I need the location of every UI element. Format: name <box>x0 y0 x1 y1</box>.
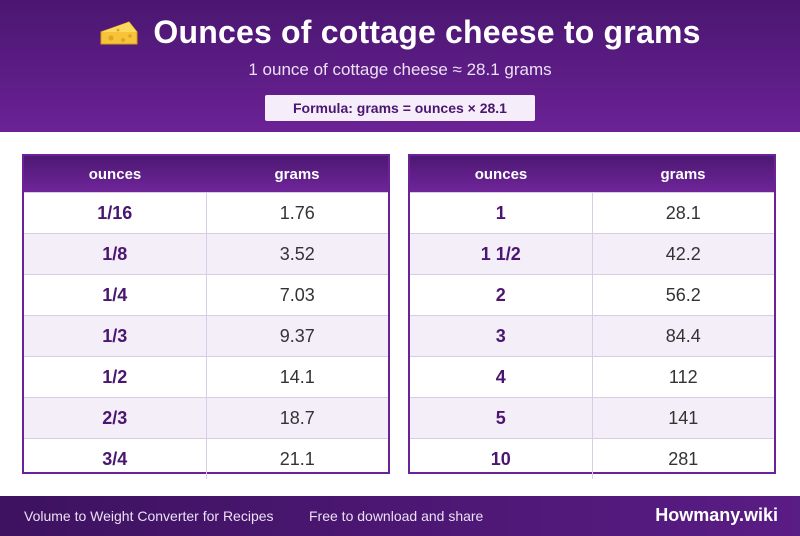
table: ounces grams 1 28.1 1 1/2 42.2 2 56.2 3 84.4… <box>410 156 774 479</box>
header: Ounces of cottage cheese to grams 1 ounc… <box>0 0 800 132</box>
table-row: 1/3 9.37 <box>24 315 388 357</box>
ounces-cell: 1 <box>410 192 593 234</box>
table-row: 1/16 1.76 <box>24 192 388 234</box>
table-header-row: ounces grams <box>410 156 774 193</box>
grams-cell: 281 <box>592 438 774 479</box>
grams-cell: 21.1 <box>206 438 388 479</box>
ounces-cell: 1 1/2 <box>410 233 593 275</box>
grams-cell: 56.2 <box>592 274 774 316</box>
ounces-cell: 5 <box>410 397 593 439</box>
ounces-cell: 3 <box>410 315 593 357</box>
column-header-grams: grams <box>592 156 774 193</box>
grams-cell: 28.1 <box>592 192 774 234</box>
cheese-icon <box>99 18 139 48</box>
ounces-cell: 10 <box>410 438 593 479</box>
table-row: 1/4 7.03 <box>24 274 388 316</box>
table-row: 2 56.2 <box>410 274 774 316</box>
table-row: 1 1/2 42.2 <box>410 233 774 275</box>
footer: Volume to Weight Converter for Recipes F… <box>0 496 800 536</box>
ounces-cell: 2/3 <box>24 397 207 439</box>
table-row: 1/8 3.52 <box>24 233 388 275</box>
table-row: 4 112 <box>410 356 774 398</box>
column-header-grams: grams <box>206 156 388 193</box>
table-row: 3/4 21.1 <box>24 438 388 479</box>
table-row: 10 281 <box>410 438 774 479</box>
grams-cell: 3.52 <box>206 233 388 275</box>
table-row: 5 141 <box>410 397 774 439</box>
table: ounces grams 1/16 1.76 1/8 3.52 1/4 7.03 1/… <box>24 156 388 479</box>
table-row: 1 28.1 <box>410 192 774 234</box>
grams-cell: 1.76 <box>206 192 388 234</box>
grams-cell: 14.1 <box>206 356 388 398</box>
ounces-cell: 1/4 <box>24 274 207 316</box>
grams-cell: 112 <box>592 356 774 398</box>
table-row: 3 84.4 <box>410 315 774 357</box>
title-row: Ounces of cottage cheese to grams <box>0 14 800 51</box>
column-header-ounces: ounces <box>410 156 592 193</box>
ounces-cell: 4 <box>410 356 593 398</box>
table-row: 1/2 14.1 <box>24 356 388 398</box>
grams-cell: 84.4 <box>592 315 774 357</box>
grams-cell: 7.03 <box>206 274 388 316</box>
ounces-cell: 3/4 <box>24 438 207 479</box>
grams-cell: 18.7 <box>206 397 388 439</box>
table-header-row: ounces grams <box>24 156 388 193</box>
footer-converter-text: Volume to Weight Converter for Recipes <box>24 508 274 524</box>
ounces-cell: 2 <box>410 274 593 316</box>
ounces-cell: 1/16 <box>24 192 207 234</box>
page-title: Ounces of cottage cheese to grams <box>153 14 701 50</box>
grams-cell: 141 <box>592 397 774 439</box>
subtitle: 1 ounce of cottage cheese ≈ 28.1 grams <box>248 60 552 79</box>
footer-brand-logo[interactable]: Howmany.wiki <box>655 505 778 525</box>
conversion-table-right: ounces grams 1 28.1 1 1/2 42.2 2 56.2 3 84.4… <box>408 154 776 479</box>
column-header-ounces: ounces <box>24 156 206 193</box>
footer-share-text: Free to download and share <box>309 508 484 524</box>
conversion-table-left: ounces grams 1/16 1.76 1/8 3.52 1/4 7.03 1/… <box>22 154 390 479</box>
ounces-cell: 1/2 <box>24 356 207 398</box>
grams-cell: 9.37 <box>206 315 388 357</box>
formula-badge: Formula: grams = ounces × 28.1 <box>265 95 535 121</box>
table-row: 2/3 18.7 <box>24 397 388 439</box>
ounces-cell: 1/8 <box>24 233 207 275</box>
grams-cell: 42.2 <box>592 233 774 275</box>
ounces-cell: 1/3 <box>24 315 207 357</box>
